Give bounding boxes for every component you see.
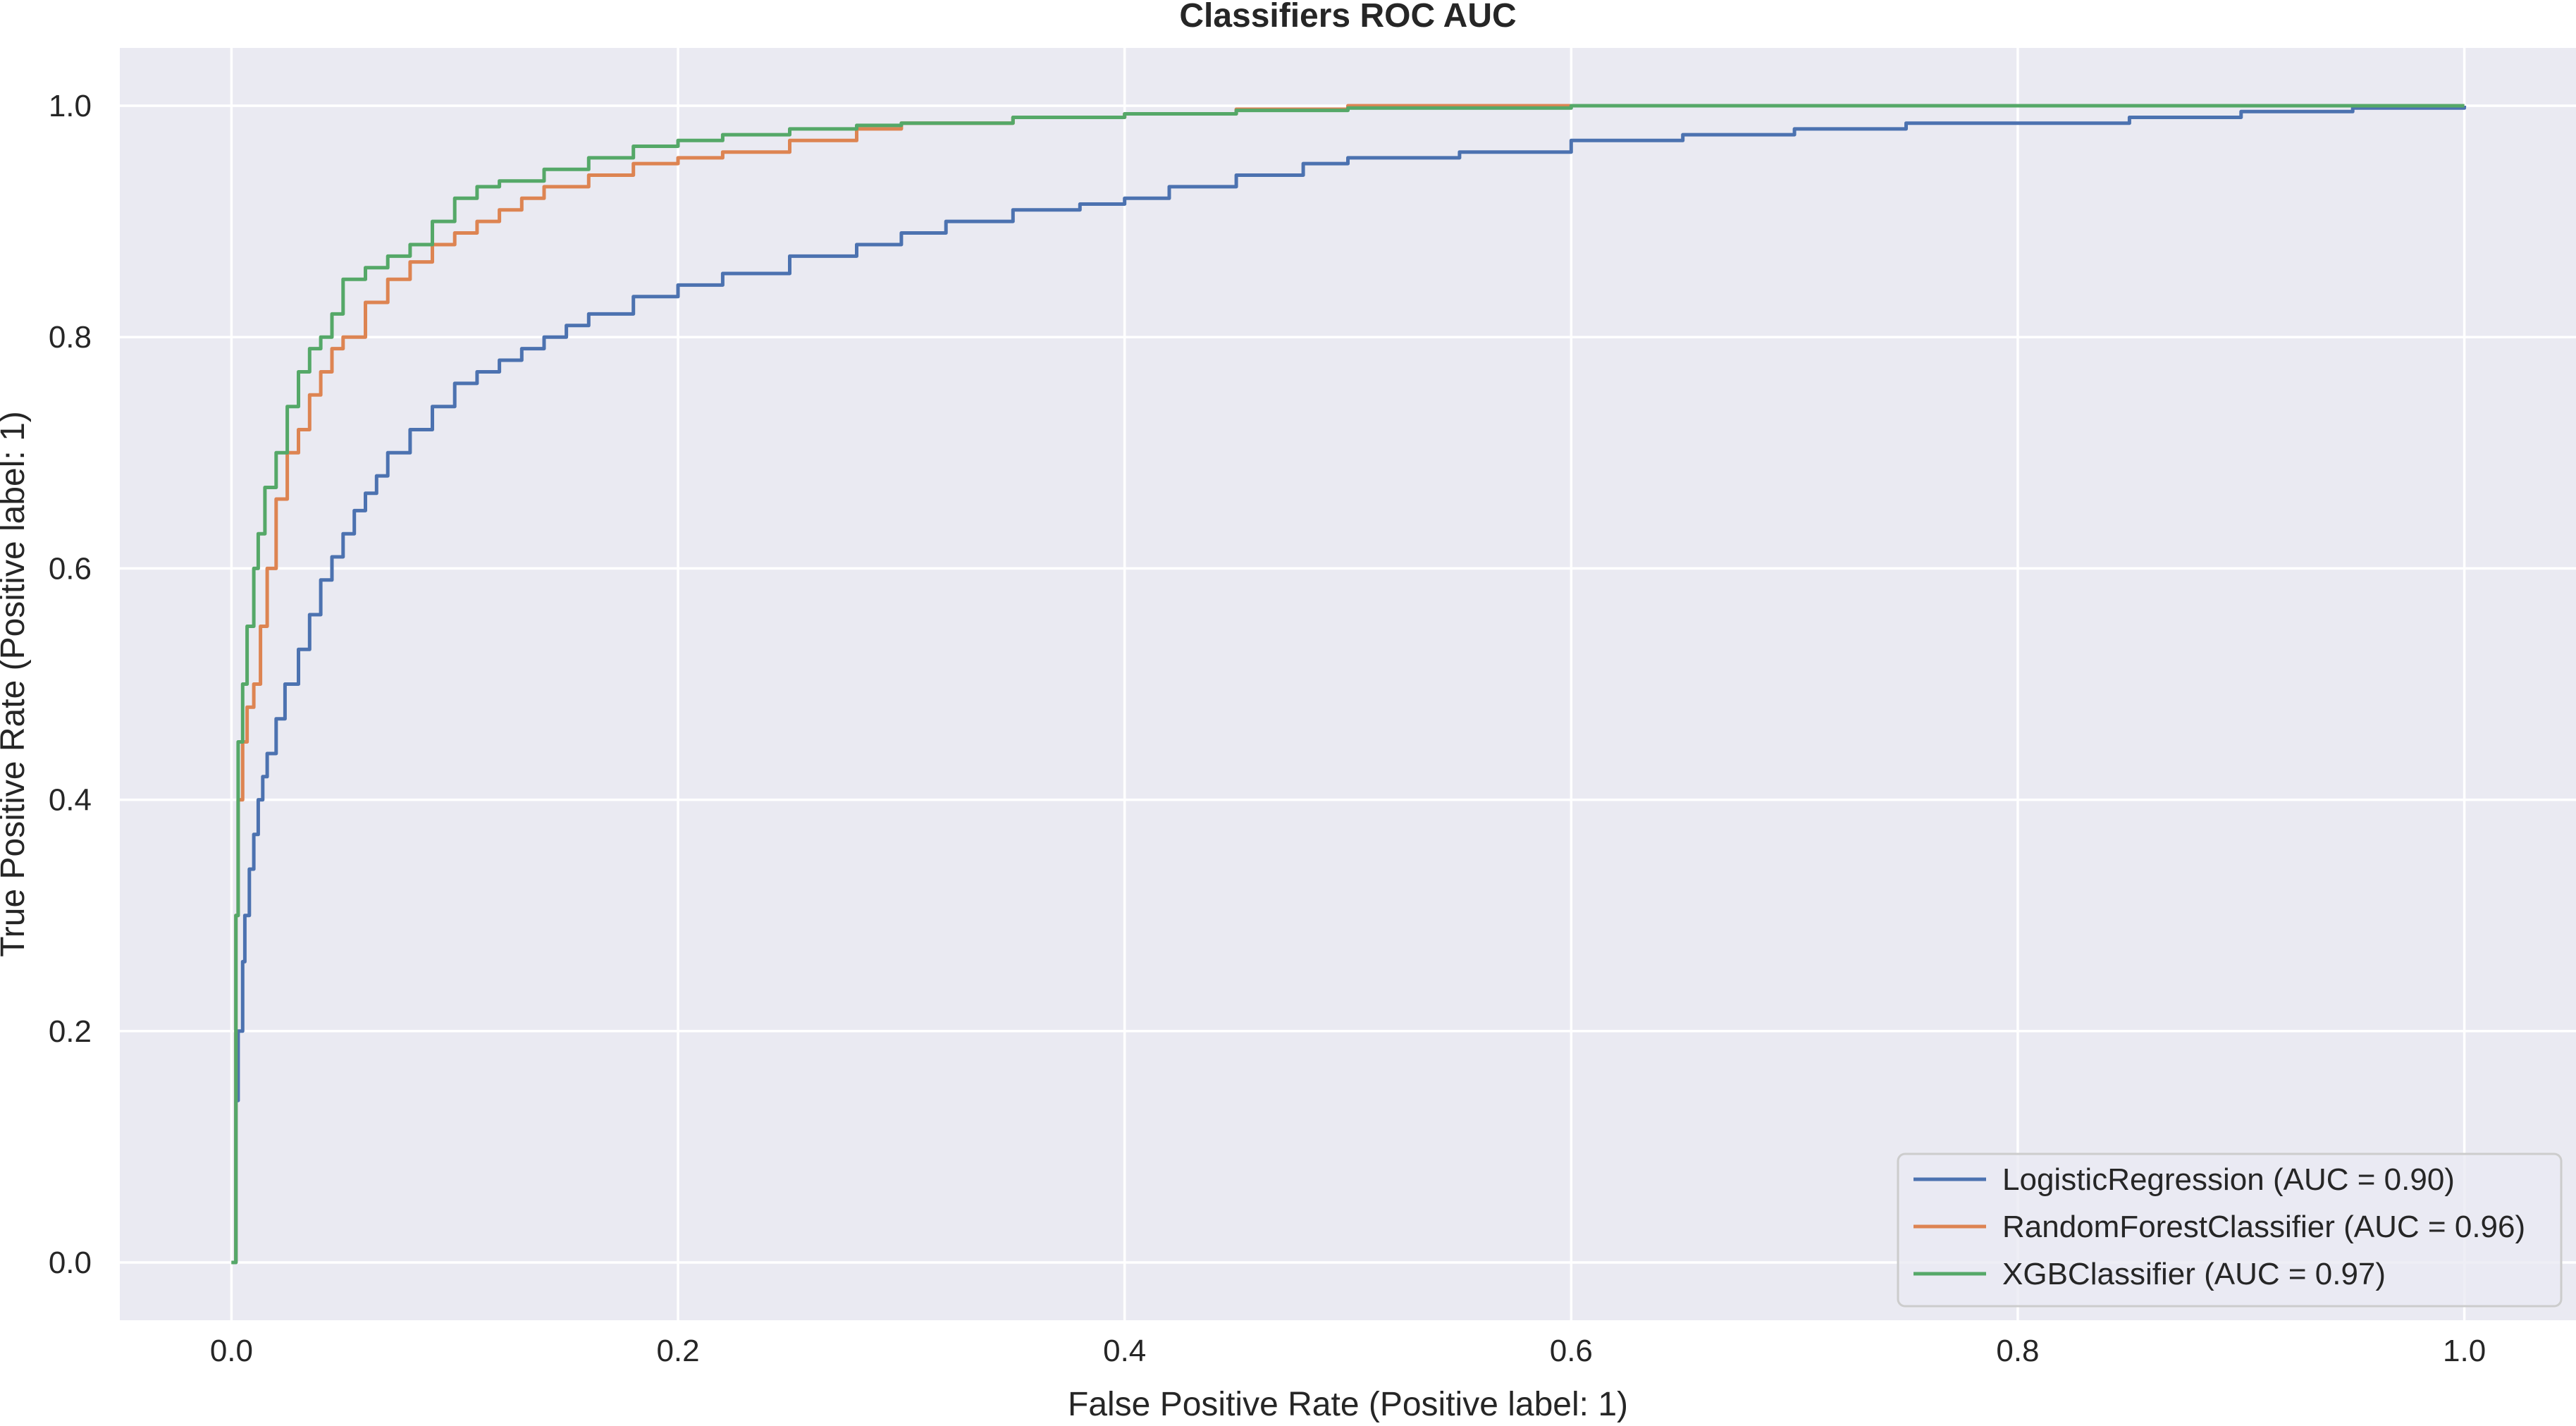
y-axis-label: True Positive Rate (Positive label: 1) (0, 411, 32, 957)
y-tick-label: 0.2 (49, 1014, 92, 1049)
y-tick-label: 0.4 (49, 783, 92, 818)
tick-labels: 0.0 0.2 0.4 0.6 0.8 1.0 0.0 0.2 0.4 0.6 0.8 1.0 (49, 89, 2486, 1368)
x-tick-label: 0.2 (656, 1334, 699, 1368)
x-tick-label: 0.6 (1550, 1334, 1593, 1368)
series-line-2 (231, 104, 2465, 1265)
y-tick-label: 0.0 (49, 1246, 92, 1280)
legend-entry: XGBClassifier (AUC = 0.97) (2002, 1257, 2386, 1291)
x-tick-label: 0.8 (1996, 1334, 2039, 1368)
y-tick-label: 0.8 (49, 320, 92, 355)
x-tick-label: 0.4 (1103, 1334, 1146, 1368)
x-axis-label: False Positive Rate (Positive label: 1) (1068, 1386, 1628, 1423)
y-tick-label: 1.0 (49, 89, 92, 123)
legend-entry: LogisticRegression (AUC = 0.90) (2002, 1162, 2455, 1197)
series-line-0 (231, 106, 2467, 1265)
legend-box (1897, 1153, 2563, 1308)
legend: LogisticRegression (AUC = 0.90) RandomFor… (1897, 1153, 2563, 1308)
chart-title: Classifiers ROC AUC (1179, 0, 1516, 35)
y-tick-label: 0.6 (49, 551, 92, 586)
roc-curves (231, 104, 2467, 1265)
x-tick-label: 0.0 (210, 1334, 253, 1368)
legend-entry: RandomForestClassifier (AUC = 0.96) (2002, 1210, 2525, 1244)
plot-area (120, 48, 2576, 1320)
grid-lines (120, 48, 2576, 1320)
x-tick-label: 1.0 (2443, 1334, 2486, 1368)
